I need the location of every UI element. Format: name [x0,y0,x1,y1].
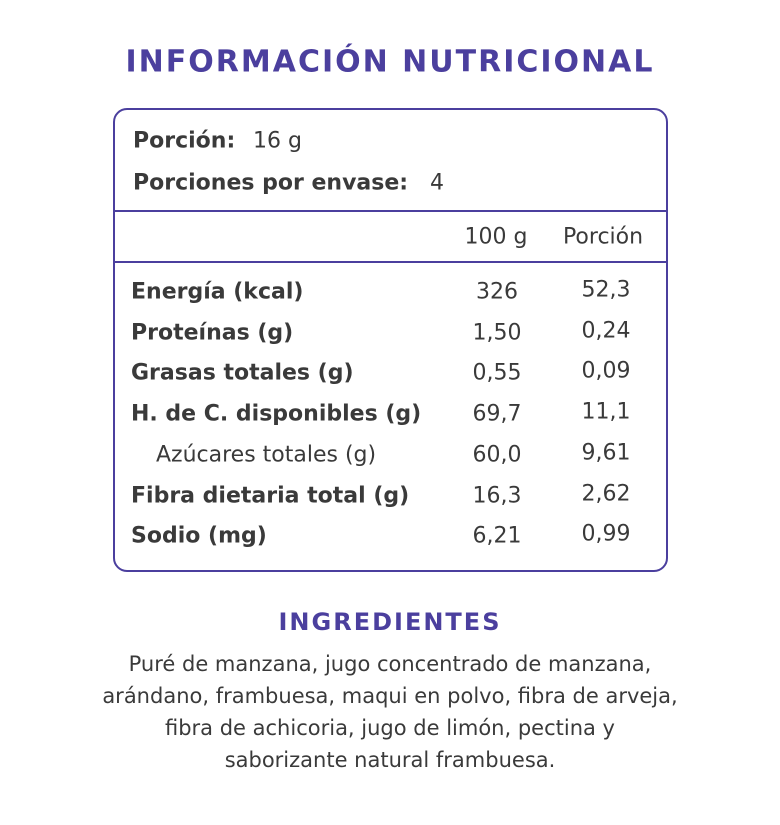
serving-size: 16 g [253,128,302,154]
row-label: Fibra dietaria total (g) [131,483,410,508]
value-portion: 2,62 [581,481,631,506]
title: INFORMACIÓN NUTRICIONAL [125,44,655,80]
row-label: H. de C. disponibles (g) [131,401,422,427]
ingredients-title: INGREDIENTES [278,608,502,636]
value-100g: 60,0 [472,442,522,468]
row-label: Proteínas (g) [131,320,294,346]
row-label: Sodio (mg) [131,523,267,549]
value-100g: 0,55 [472,360,522,386]
divider [113,261,668,263]
servings-label: Porciones por envase: [133,170,409,196]
value-portion: 0,99 [581,521,631,547]
row-label: Energía (kcal) [131,279,304,305]
value-portion: 52,3 [581,277,631,303]
value-100g: 16,3 [472,483,522,508]
serving-label: Porción: [133,128,236,154]
column-header: Porción [562,224,644,250]
ingredients-line: Puré de manzana, jugo concentrado de man… [128,652,652,676]
value-100g: 6,21 [472,523,522,549]
ingredients-line: fibra de achicoria, jugo de limón, pecti… [164,716,615,740]
ingredients-line: arándano, frambuesa, maqui en polvo, fib… [102,684,678,708]
value-100g: 1,50 [472,320,522,346]
table-frame [113,108,668,572]
value-100g: 69,7 [472,401,522,427]
value-portion: 11,1 [581,399,631,425]
row-label: Azúcares totales (g) [156,442,377,468]
ingredients-line: saborizante natural frambuesa. [224,748,556,772]
divider [113,210,668,212]
value-portion: 0,24 [581,318,631,344]
row-label: Grasas totales (g) [131,360,354,386]
value-portion: 0,09 [581,358,631,384]
column-header: 100 g [464,224,528,250]
value-portion: 9,61 [581,440,631,466]
servings-count: 4 [430,170,444,196]
value-100g: 326 [476,279,518,305]
